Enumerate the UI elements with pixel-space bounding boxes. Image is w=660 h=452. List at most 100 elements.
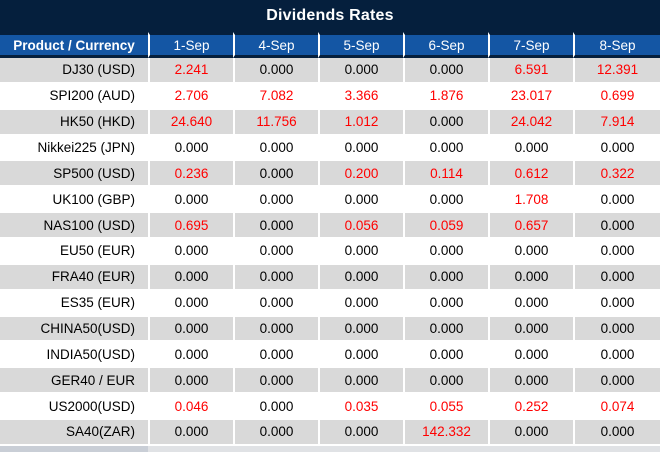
dividend-value-cell: 0.000	[488, 264, 573, 291]
dividend-value-cell: 1.708	[488, 187, 573, 214]
dividend-value-cell: 24.640	[148, 109, 233, 136]
product-cell: SA40(ZAR)	[0, 420, 148, 446]
dividend-value-cell: 0.000	[403, 187, 488, 214]
dividend-value-cell: 142.332	[403, 420, 488, 446]
dividend-value-cell: 0.000	[318, 135, 403, 162]
dividend-value-cell: 0.000	[233, 290, 318, 317]
dividend-value-cell: 0.000	[488, 368, 573, 395]
dividend-value-cell: 0.000	[403, 239, 488, 265]
dividend-value-cell: 0.000	[233, 420, 318, 446]
dividend-value-cell: 0.000	[573, 135, 660, 162]
dividend-value-cell: 0.000	[403, 264, 488, 291]
table-row: SPI200 (AUD) 2.706 7.082 3.366 1.876 23.017 0.…	[0, 83, 660, 110]
dividend-value-cell: 0.000	[233, 187, 318, 214]
partial-next-row-product-cell	[0, 445, 148, 452]
dividend-value-cell: 0.114	[403, 161, 488, 188]
dividend-value-cell: 0.056	[318, 213, 403, 240]
dividend-value-cell: 0.000	[148, 290, 233, 317]
header-row: Product / Currency 1-Sep 4-Sep 5-Sep 6-Sep 7-…	[0, 32, 660, 58]
product-cell: EU50 (EUR)	[0, 239, 148, 265]
dividend-value-cell: 0.000	[403, 58, 488, 84]
dividend-value-cell: 2.706	[148, 83, 233, 110]
table-bottom-edge	[0, 445, 660, 452]
dividend-value-cell: 0.236	[148, 161, 233, 188]
date-column-header: 6-Sep	[403, 32, 488, 58]
product-cell: US2000(USD)	[0, 394, 148, 421]
date-column-header: 1-Sep	[148, 32, 233, 58]
dividend-value-cell: 0.000	[233, 394, 318, 421]
dividend-value-cell: 0.000	[318, 342, 403, 369]
product-cell: ES35 (EUR)	[0, 290, 148, 317]
dividend-value-cell: 0.000	[573, 342, 660, 369]
table-row: UK100 (GBP) 0.000 0.000 0.000 0.000 1.708 0.00…	[0, 187, 660, 214]
dividend-value-cell: 7.082	[233, 83, 318, 110]
dividend-value-cell: 0.000	[488, 239, 573, 265]
dividend-value-cell: 6.591	[488, 58, 573, 84]
dividend-value-cell: 0.000	[148, 135, 233, 162]
date-column-header: 5-Sep	[318, 32, 403, 58]
dividend-value-cell: 0.000	[233, 316, 318, 343]
dividend-value-cell: 0.000	[573, 239, 660, 265]
dividend-value-cell: 0.322	[573, 161, 660, 188]
dividends-table: Product / Currency 1-Sep 4-Sep 5-Sep 6-Sep 7-…	[0, 32, 660, 446]
table-row: NAS100 (USD) 0.695 0.000 0.056 0.059 0.657 0.0…	[0, 213, 660, 240]
table-title-bar: Dividends Rates	[0, 0, 660, 32]
dividend-value-cell: 0.000	[573, 187, 660, 214]
dividend-value-cell: 0.000	[148, 420, 233, 446]
dividend-value-cell: 0.000	[573, 213, 660, 240]
table-row: INDIA50(USD) 0.000 0.000 0.000 0.000 0.000 0.0…	[0, 342, 660, 369]
dividend-value-cell: 0.000	[233, 135, 318, 162]
dividend-value-cell: 0.200	[318, 161, 403, 188]
dividend-value-cell: 0.055	[403, 394, 488, 421]
product-cell: UK100 (GBP)	[0, 187, 148, 214]
dividend-value-cell: 0.000	[233, 213, 318, 240]
dividend-value-cell: 0.000	[403, 368, 488, 395]
dividend-value-cell: 0.000	[488, 290, 573, 317]
table-row: EU50 (EUR) 0.000 0.000 0.000 0.000 0.000 0.000	[0, 239, 660, 265]
product-cell: SPI200 (AUD)	[0, 83, 148, 110]
dividend-value-cell: 0.000	[318, 316, 403, 343]
table-row: DJ30 (USD) 2.241 0.000 0.000 0.000 6.591 12.39…	[0, 58, 660, 84]
product-cell: CHINA50(USD)	[0, 316, 148, 343]
dividend-value-cell: 0.699	[573, 83, 660, 110]
table-row: SP500 (USD) 0.236 0.000 0.200 0.114 0.612 0.32…	[0, 161, 660, 188]
dividend-value-cell: 0.000	[573, 420, 660, 446]
dividend-value-cell: 0.000	[148, 316, 233, 343]
dividend-value-cell: 3.366	[318, 83, 403, 110]
dividend-value-cell: 1.012	[318, 109, 403, 136]
dividend-value-cell: 0.000	[233, 368, 318, 395]
table-row: HK50 (HKD) 24.640 11.756 1.012 0.000 24.042 7.…	[0, 109, 660, 136]
dividend-value-cell: 7.914	[573, 109, 660, 136]
dividend-value-cell: 0.657	[488, 213, 573, 240]
dividend-value-cell: 23.017	[488, 83, 573, 110]
dividend-value-cell: 12.391	[573, 58, 660, 84]
dividend-value-cell: 0.000	[403, 316, 488, 343]
product-cell: INDIA50(USD)	[0, 342, 148, 369]
dividend-value-cell: 0.000	[233, 264, 318, 291]
table-row: CHINA50(USD) 0.000 0.000 0.000 0.000 0.000 0.0…	[0, 316, 660, 343]
date-column-header: 4-Sep	[233, 32, 318, 58]
table-row: FRA40 (EUR) 0.000 0.000 0.000 0.000 0.000 0.00…	[0, 264, 660, 291]
dividend-value-cell: 0.000	[573, 368, 660, 395]
dividend-value-cell: 0.000	[403, 135, 488, 162]
dividend-value-cell: 0.000	[573, 290, 660, 317]
dividend-value-cell: 0.000	[318, 187, 403, 214]
product-cell: HK50 (HKD)	[0, 109, 148, 136]
dividend-value-cell: 0.000	[148, 264, 233, 291]
dividend-value-cell: 0.252	[488, 394, 573, 421]
dividend-value-cell: 0.000	[488, 135, 573, 162]
partial-next-row-values	[148, 445, 660, 452]
dividend-value-cell: 0.000	[573, 316, 660, 343]
table-row: SA40(ZAR) 0.000 0.000 0.000 142.332 0.000 0.00…	[0, 420, 660, 446]
dividend-value-cell: 0.000	[318, 368, 403, 395]
dividend-value-cell: 0.000	[318, 290, 403, 317]
dividend-value-cell: 0.000	[318, 239, 403, 265]
dividend-value-cell: 0.000	[403, 109, 488, 136]
dividend-value-cell: 0.000	[488, 316, 573, 343]
table-row: ES35 (EUR) 0.000 0.000 0.000 0.000 0.000 0.000	[0, 290, 660, 317]
product-cell: FRA40 (EUR)	[0, 264, 148, 291]
product-cell: GER40 / EUR	[0, 368, 148, 395]
date-column-header: 8-Sep	[573, 32, 660, 58]
dividend-value-cell: 0.059	[403, 213, 488, 240]
dividend-value-cell: 0.000	[233, 58, 318, 84]
